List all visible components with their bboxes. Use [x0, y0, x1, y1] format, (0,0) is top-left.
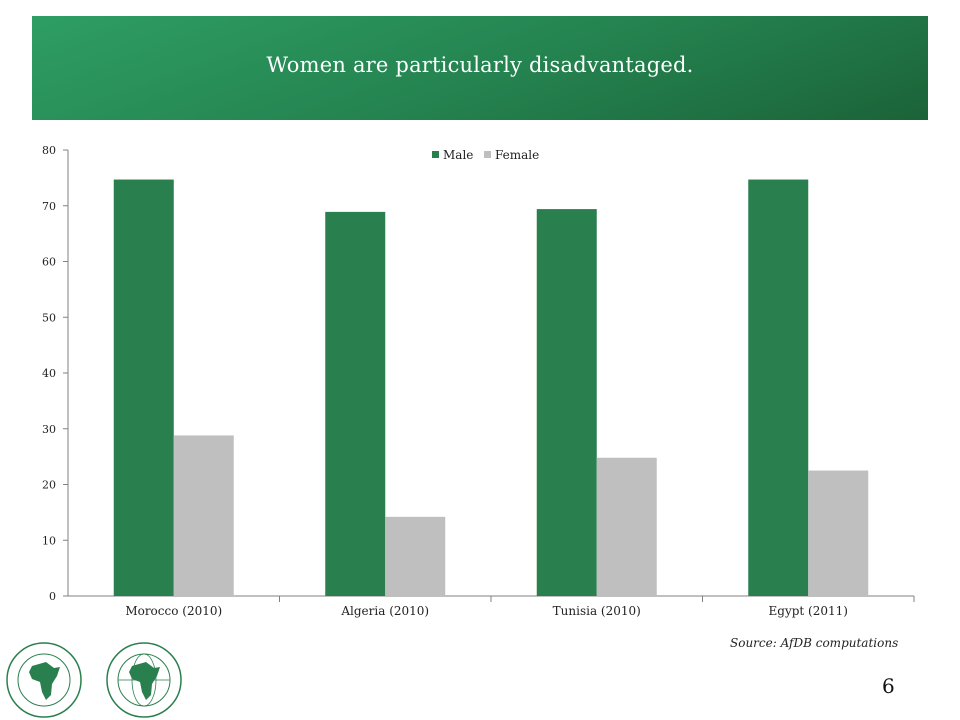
x-tick-label: Morocco (2010): [125, 604, 222, 618]
legend-label-male: Male: [443, 148, 473, 162]
bar-female-2: [385, 516, 446, 596]
bar-female-4: [808, 470, 869, 596]
page-number: 6: [882, 674, 895, 698]
legend-swatch-male: [432, 151, 439, 158]
bar-male-4: [748, 179, 809, 597]
bar-male-3: [536, 209, 597, 596]
y-tick-label: 0: [49, 590, 56, 603]
y-tick-label: 30: [42, 423, 56, 436]
bar-chart: 0 10 20 30 40 50 60 70 80 Morocco (2010) Algeria (…: [42, 144, 915, 618]
bar-female-3: [596, 457, 657, 596]
y-tick-label: 10: [42, 534, 56, 547]
y-tick-label: 60: [42, 256, 56, 269]
afdf-fund-logo-icon: [106, 642, 182, 718]
afdb-bank-logo-icon: [6, 642, 82, 718]
bar-male-1: [113, 179, 174, 597]
y-tick-label: 80: [42, 144, 56, 157]
afdb-logos: [6, 642, 182, 718]
legend-swatch-female: [484, 151, 491, 158]
y-tick-label: 40: [42, 367, 56, 380]
y-tick-label: 20: [42, 479, 56, 492]
x-tick-label: Tunisia (2010): [553, 604, 641, 618]
y-tick-label: 50: [42, 311, 56, 324]
slide-title: Women are particularly disadvantaged.: [266, 53, 694, 77]
x-tick-label: Egypt (2011): [769, 604, 848, 618]
y-tick-label: 70: [42, 200, 56, 213]
legend-label-female: Female: [495, 148, 539, 162]
source-note: Source: AfDB computations: [730, 636, 899, 650]
x-tick-label: Algeria (2010): [340, 604, 429, 618]
title-banner: Women are particularly disadvantaged.: [32, 16, 928, 120]
bar-female-1: [173, 435, 234, 596]
bar-male-2: [325, 211, 386, 596]
